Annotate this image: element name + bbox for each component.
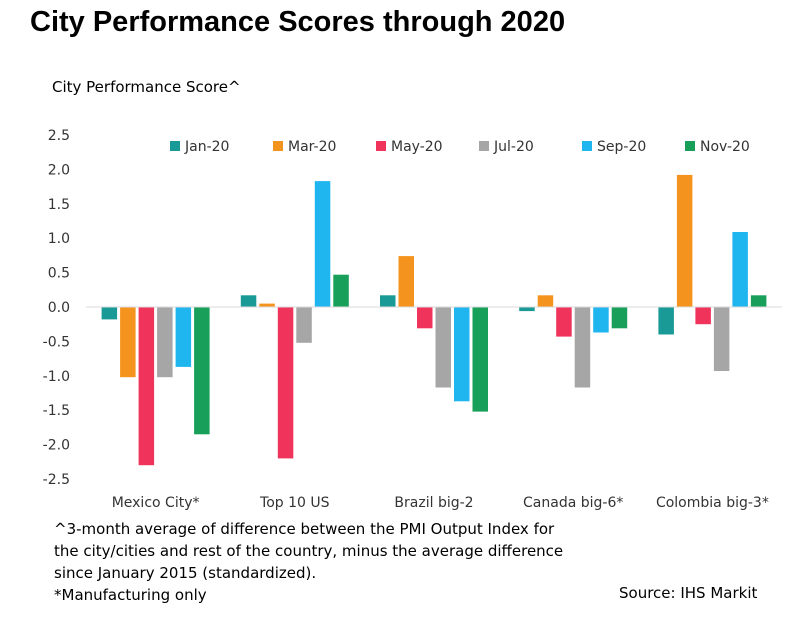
legend-label: May-20: [391, 139, 443, 155]
bar-mar-20-5: [676, 174, 693, 307]
x-axis: Mexico City* Top 10 US Brazil big-2 Canada …: [86, 306, 782, 511]
x-category-label: Colombia big-3*: [656, 495, 769, 511]
bar-mar-20-3: [398, 256, 414, 307]
chart-title: City Performance Scores through 2020: [30, 6, 566, 38]
bar-mar-20-4: [537, 295, 554, 307]
bar-may-20-2: [277, 307, 294, 459]
y-tick-label: 0.5: [48, 266, 70, 282]
bar-jan-20-2: [240, 295, 257, 307]
bar-jul-20-2: [296, 307, 312, 343]
bar-sep-20-1: [175, 307, 192, 367]
footnotes: ^3-month average of difference between t…: [54, 518, 563, 606]
legend-label: Sep-20: [597, 139, 646, 155]
y-tick-label: 1.0: [48, 231, 70, 247]
legend-swatch: [582, 141, 592, 151]
y-tick-label: -1.5: [43, 403, 70, 419]
y-tick-label: -0.5: [43, 334, 70, 350]
bar-jul-20-4: [574, 307, 591, 388]
legend: Jan-20 Mar-20 May-20 Jul-20 Sep-20 Nov-20: [170, 139, 750, 155]
bar-sep-20-5: [732, 232, 748, 307]
source-note: Source: IHS Markit: [619, 584, 758, 602]
bar-mar-20-2: [259, 303, 275, 307]
bar-jan-20-4: [519, 307, 535, 312]
bar-may-20-3: [417, 307, 433, 329]
bar-jul-20-3: [435, 307, 451, 388]
footnote-line: since January 2015 (standardized).: [54, 564, 317, 582]
bar-nov-20-4: [611, 307, 628, 329]
legend-swatch: [376, 141, 386, 151]
bar-jan-20-5: [658, 307, 674, 335]
y-tick-label: -1.0: [43, 369, 70, 385]
x-category-label: Brazil big-2: [394, 495, 473, 511]
legend-swatch: [273, 141, 283, 151]
bar-sep-20-3: [454, 307, 470, 402]
legend-label: Mar-20: [288, 139, 336, 155]
y-axis-title: City Performance Score^: [52, 78, 241, 96]
bar-sep-20-4: [593, 307, 609, 333]
bar-may-20-4: [556, 307, 572, 337]
bar-mar-20-1: [120, 307, 136, 378]
footnote-line: the city/cities and rest of the country,…: [54, 542, 564, 560]
bar-may-20-1: [138, 307, 155, 466]
bar-nov-20-5: [750, 295, 767, 307]
bar-nov-20-3: [472, 307, 488, 412]
y-axis: 2.5 2.0 1.5 1.0 0.5 0.0 -0.5 -1.0 -1.5 -2.0 -2.5: [43, 128, 70, 488]
x-category-label: Canada big-6*: [523, 495, 623, 511]
bar-nov-20-2: [333, 274, 349, 307]
y-tick-label: 0.0: [48, 300, 70, 316]
bar-may-20-5: [695, 307, 711, 325]
footnote-line: *Manufacturing only: [54, 586, 207, 604]
legend-label: Nov-20: [700, 139, 750, 155]
x-category-label: Top 10 US: [259, 495, 330, 511]
y-tick-label: 1.5: [48, 197, 70, 213]
y-tick-label: 2.5: [48, 128, 70, 144]
legend-swatch: [170, 141, 180, 151]
bar-sep-20-2: [314, 181, 331, 307]
bar-nov-20-1: [194, 307, 210, 435]
legend-swatch: [479, 141, 489, 151]
y-tick-label: -2.0: [43, 438, 70, 454]
y-tick-label: -2.5: [43, 472, 70, 488]
footnote-line: ^3-month average of difference between t…: [54, 520, 555, 538]
legend-label: Jan-20: [184, 139, 229, 155]
legend-label: Jul-20: [493, 139, 534, 155]
bar-jul-20-1: [157, 307, 173, 378]
y-tick-label: 2.0: [48, 162, 70, 178]
bar-jan-20-1: [101, 307, 118, 320]
bar-jul-20-5: [713, 307, 730, 371]
bar-jan-20-3: [380, 295, 396, 307]
bars: [101, 174, 767, 466]
legend-swatch: [685, 141, 695, 151]
x-category-label: Mexico City*: [112, 495, 200, 511]
